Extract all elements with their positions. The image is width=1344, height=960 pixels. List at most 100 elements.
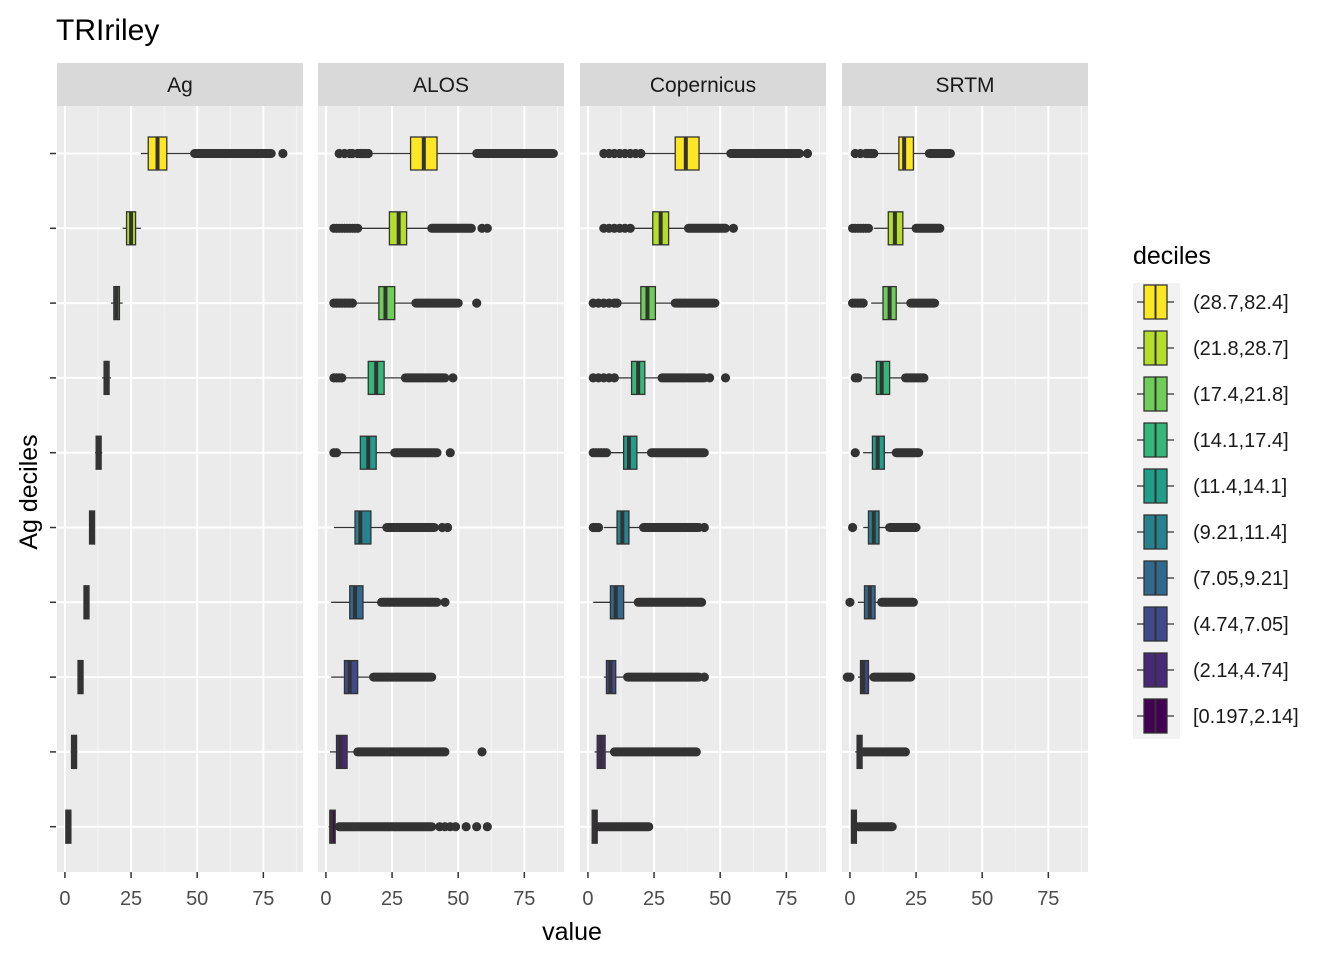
outlier-point (363, 148, 373, 159)
boxplot-ag-7 (77, 659, 84, 695)
outlier-point (461, 822, 471, 832)
outlier-point (847, 522, 858, 533)
boxplot-srtm-1 (847, 211, 945, 246)
x-axis-title: value (542, 918, 602, 946)
boxplot-alos-7 (331, 659, 437, 695)
chart-title: TRIriley (56, 14, 159, 47)
facet-strip-label: Ag (167, 74, 193, 97)
boxplot-alos-9 (328, 809, 492, 844)
boxplot-srtm-5 (847, 510, 921, 545)
outlier-point (869, 148, 879, 159)
legend-entry: (17.4,21.8] (1137, 376, 1289, 412)
x-tick-label: 25 (905, 888, 927, 910)
boxplot-copernicus-8 (594, 734, 701, 770)
legend-label: (11.4,14.1] (1193, 476, 1287, 498)
outlier-point (353, 223, 363, 233)
boxplot-copernicus-0 (599, 136, 813, 171)
outlier-point (802, 148, 813, 159)
boxplot-ag-3 (102, 360, 111, 396)
boxplot-srtm-4 (850, 435, 924, 470)
boxplot-alos-4 (329, 435, 455, 470)
legend-label: (21.8,28.7] (1193, 338, 1289, 360)
x-tick-label: 50 (186, 888, 208, 910)
outlier-point (728, 223, 739, 233)
facet-strip (318, 63, 564, 106)
outlier-point (482, 223, 492, 233)
facet-strip (580, 63, 826, 106)
boxplot-srtm-9 (850, 809, 897, 844)
outlier-point (601, 448, 612, 458)
legend-label: (7.05,9.21] (1193, 568, 1289, 590)
x-tick-label: 0 (59, 888, 70, 910)
outlier-point (443, 522, 453, 533)
legend: deciles (28.7,82.4] (21.8,28.7] (17.4,21.8… (1133, 242, 1299, 739)
boxplot-copernicus-2 (588, 285, 720, 321)
x-tick-label: 50 (447, 888, 469, 910)
boxplot-alos-1 (329, 211, 492, 246)
x-tick-label: 75 (1037, 888, 1059, 910)
outlier-point (863, 223, 874, 233)
boxplot-ag-6 (83, 585, 90, 620)
legend-label: (9.21,11.4] (1193, 522, 1287, 544)
boxplot-srtm-3 (850, 360, 929, 396)
legend-entry: (9.21,11.4] (1137, 514, 1287, 550)
box-iqr (354, 510, 372, 545)
outlier-point (593, 522, 604, 533)
x-tick-label: 25 (643, 888, 665, 910)
outlier-point (482, 822, 492, 832)
boxplot-copernicus-4 (588, 435, 709, 470)
outlier-point (705, 373, 715, 383)
panel-background (842, 106, 1088, 872)
legend-entry: (7.05,9.21] (1137, 560, 1289, 596)
legend-entry: (14.1,17.4] (1137, 422, 1289, 458)
boxplot-ag-8 (70, 734, 78, 770)
facet-panel-srtm: SRTM 0 25 50 75 (842, 63, 1088, 910)
outlier-point (858, 298, 868, 308)
legend-entry: (21.8,28.7] (1137, 330, 1289, 366)
boxplot-copernicus-9 (591, 809, 654, 844)
outlier-point (612, 298, 622, 308)
outlier-point (845, 672, 855, 682)
facet-panel-ag: Ag 0 25 50 75 (57, 63, 303, 910)
outlier-point (347, 298, 357, 308)
legend-label: (4.74,7.05] (1193, 614, 1289, 636)
boxplot-srtm-0 (850, 136, 955, 171)
legend-entry: (11.4,14.1] (1137, 468, 1287, 504)
y-axis-title: Ag deciles (15, 434, 43, 549)
legend-label: (14.1,17.4] (1193, 430, 1289, 452)
outlier-point (477, 747, 487, 757)
panel-background (580, 106, 826, 872)
outlier-point (448, 373, 458, 383)
x-tick-label: 75 (513, 888, 535, 910)
boxplot-ag-9 (65, 809, 72, 844)
outlier-point (450, 822, 461, 832)
outlier-point (472, 298, 482, 308)
boxplot-ag-5 (88, 510, 96, 545)
boxplot-alos-3 (329, 360, 458, 396)
x-tick-label: 50 (971, 888, 993, 910)
outlier-point (278, 148, 288, 159)
legend-entry: (2.14,4.74] (1137, 652, 1289, 688)
outlier-point (636, 148, 646, 159)
x-tick-label: 75 (775, 888, 797, 910)
boxplot-ag-2 (110, 285, 123, 321)
legend-entry: (4.74,7.05] (1137, 606, 1289, 642)
boxplot-ag-4 (95, 435, 103, 470)
outlier-point (609, 373, 619, 383)
outlier-point (337, 373, 347, 383)
legend-title: deciles (1133, 242, 1211, 270)
facet-strip-label: Copernicus (650, 74, 756, 97)
boxplot-alos-6 (331, 585, 450, 620)
legend-entry: [0.197,2.14] (1137, 698, 1299, 734)
legend-label: (2.14,4.74] (1193, 660, 1289, 682)
boxplot-copernicus-3 (588, 360, 731, 396)
boxplot-copernicus-5 (588, 510, 709, 545)
outlier-point (850, 448, 860, 458)
boxplot-srtm-6 (845, 585, 918, 620)
x-tick-label: 25 (120, 888, 142, 910)
x-tick-label: 0 (582, 888, 593, 910)
facet-strip-label: SRTM (935, 74, 994, 97)
facet-strip-label: ALOS (413, 74, 469, 97)
